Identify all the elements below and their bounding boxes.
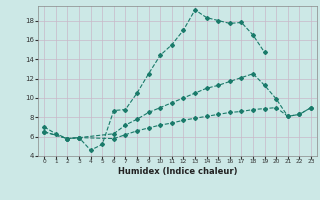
X-axis label: Humidex (Indice chaleur): Humidex (Indice chaleur) — [118, 167, 237, 176]
